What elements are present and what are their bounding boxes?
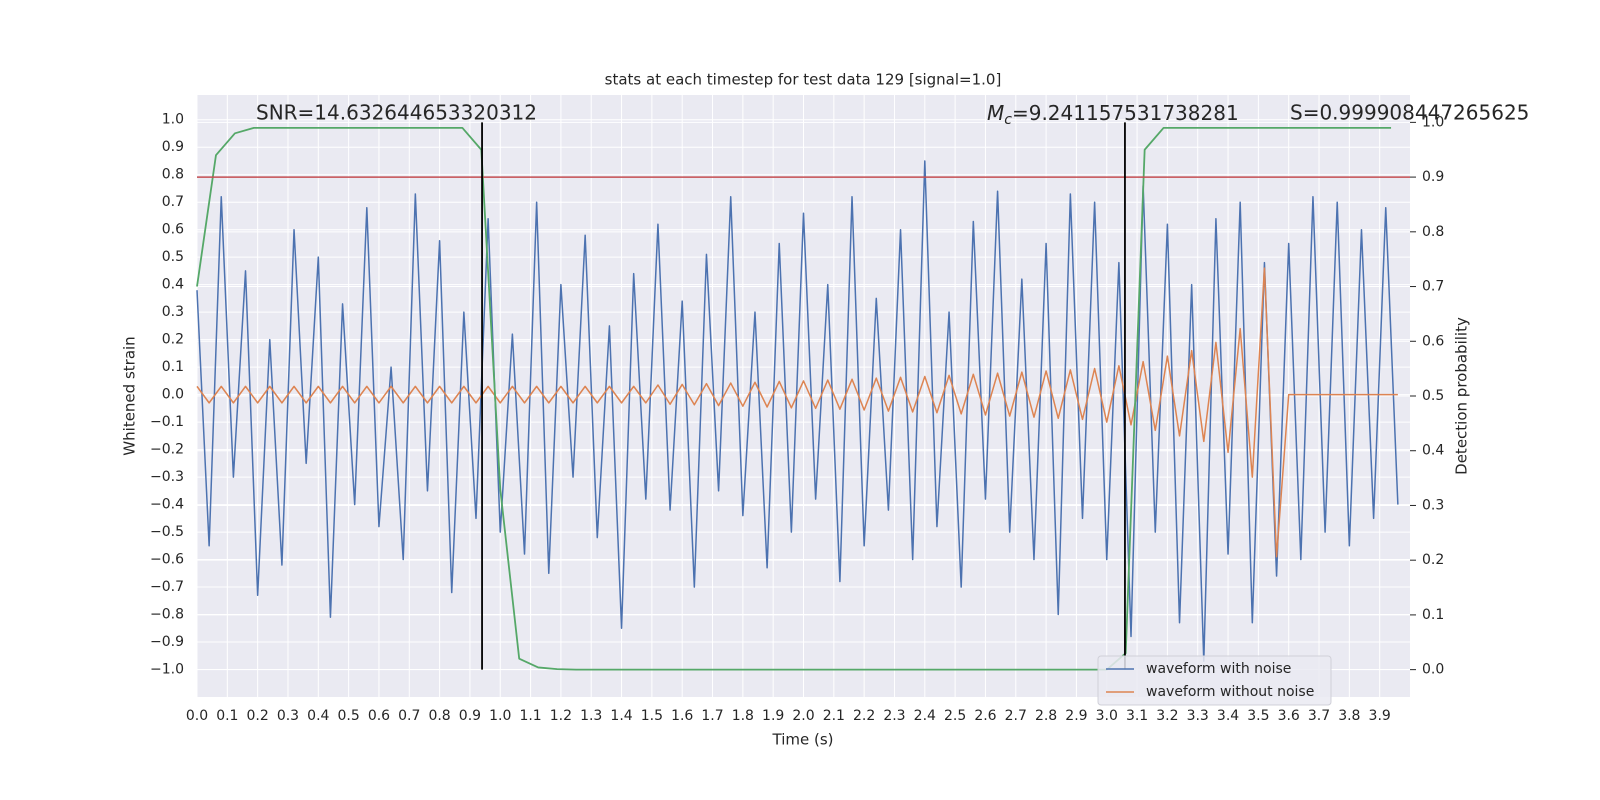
y-tick-label: −0.9 <box>150 634 184 650</box>
y-tick-label: 0.7 <box>162 194 184 210</box>
x-tick-label: 3.8 <box>1338 708 1360 724</box>
x-tick-label: 1.6 <box>671 708 693 724</box>
y2-tick-label: 0.2 <box>1422 552 1444 568</box>
y-tick-label: 0.6 <box>162 222 184 238</box>
y-tick-label: −0.5 <box>150 524 184 540</box>
y2-tick-label: 0.5 <box>1422 388 1444 404</box>
y2-tick-label: 0.8 <box>1422 224 1444 240</box>
x-tick-label: 3.7 <box>1308 708 1330 724</box>
y-tick-label: 0.5 <box>162 249 184 265</box>
x-tick-label: 1.2 <box>550 708 572 724</box>
marks <box>196 122 1410 671</box>
y2-axis-label: Detection probability <box>1453 317 1471 475</box>
y2-tick-label: 0.0 <box>1422 662 1444 678</box>
x-tick-label: 3.3 <box>1187 708 1209 724</box>
y-tick-label: −1.0 <box>150 662 184 678</box>
x-tick-label: 3.2 <box>1156 708 1178 724</box>
y-tick-label: 0.9 <box>162 139 184 155</box>
s-annotation: S=0.999908447265625 <box>1290 101 1529 125</box>
x-tick-label: 2.8 <box>1035 708 1057 724</box>
legend-label: waveform with noise <box>1146 661 1291 677</box>
mc-value: =9.241157531738281 <box>1012 101 1239 125</box>
mc-annotation: Mc=9.241157531738281 <box>987 101 1239 129</box>
x-tick-label: 0.5 <box>337 708 359 724</box>
y-tick-label: 0.0 <box>162 387 184 403</box>
x-tick-label: 3.1 <box>1126 708 1148 724</box>
y-tick-label: 1.0 <box>162 112 184 128</box>
x-tick-label: 2.4 <box>914 708 936 724</box>
x-tick-label: 3.5 <box>1247 708 1269 724</box>
y-tick-label: −0.4 <box>150 497 184 513</box>
x-tick-label: 1.7 <box>701 708 723 724</box>
x-tick-label: 2.2 <box>853 708 875 724</box>
y-axis-label: Whitened strain <box>121 336 139 455</box>
y-tick-label: 0.8 <box>162 167 184 183</box>
x-tick-label: 3.9 <box>1369 708 1391 724</box>
y2-tick-label: 1.0 <box>1422 114 1444 130</box>
grid <box>196 95 1410 697</box>
y-tick-label: −0.7 <box>150 579 184 595</box>
x-tick-label: 2.5 <box>944 708 966 724</box>
x-tick-label: 2.0 <box>792 708 814 724</box>
mc-subscript: c <box>1004 112 1012 128</box>
y-tick-label: 0.2 <box>162 332 184 348</box>
x-tick-label: 1.3 <box>580 708 602 724</box>
series-line <box>196 160 1399 663</box>
x-tick-label: 1.0 <box>489 708 511 724</box>
x-tick-label: 0.7 <box>398 708 420 724</box>
y-tick-label: 0.4 <box>162 277 184 293</box>
y2-tick-label: 0.6 <box>1422 333 1444 349</box>
legend-box <box>1097 655 1332 706</box>
y-tick-label: −0.2 <box>150 442 184 458</box>
x-tick-label: 2.7 <box>1005 708 1027 724</box>
x-tick-label: 1.1 <box>519 708 541 724</box>
x-tick-label: 0.0 <box>186 708 208 724</box>
y-tick-label: −0.1 <box>150 414 184 430</box>
series-line <box>196 267 1398 558</box>
x-tick-label: 1.9 <box>762 708 784 724</box>
y2-tick-label: 0.7 <box>1422 279 1444 295</box>
probability-line <box>196 126 1392 671</box>
x-tick-label: 3.6 <box>1278 708 1300 724</box>
x-tick-label: 2.3 <box>883 708 905 724</box>
x-axis-label: Time (s) <box>772 731 834 749</box>
x-tick-label: 3.0 <box>1096 708 1118 724</box>
y2-tick-label: 0.3 <box>1422 497 1444 513</box>
x-tick-label: 1.5 <box>641 708 663 724</box>
x-tick-label: 0.4 <box>307 708 329 724</box>
y-tick-label: 0.1 <box>162 359 184 375</box>
x-tick-label: 1.8 <box>732 708 754 724</box>
legend: waveform with noise waveform without nois… <box>1097 655 1332 706</box>
x-tick-label: 2.9 <box>1065 708 1087 724</box>
y-tick-label: −0.6 <box>150 552 184 568</box>
snr-annotation: SNR=14.632644653320312 <box>256 101 537 125</box>
y-tick-label: −0.3 <box>150 469 184 485</box>
y2-tick-label: 0.1 <box>1422 607 1444 623</box>
x-tick-label: 0.1 <box>216 708 238 724</box>
y2-tick-label: 0.9 <box>1422 169 1444 185</box>
x-tick-label: 3.4 <box>1217 708 1239 724</box>
x-tick-label: 2.6 <box>974 708 996 724</box>
mc-symbol: M <box>987 101 1004 125</box>
legend-label: waveform without noise <box>1146 684 1314 700</box>
x-tick-label: 0.3 <box>277 708 299 724</box>
y2-tick-label: 0.4 <box>1422 443 1444 459</box>
x-tick-label: 0.2 <box>247 708 269 724</box>
x-tick-label: 1.4 <box>610 708 632 724</box>
y-tick-label: −0.8 <box>150 607 184 623</box>
x-tick-label: 0.8 <box>428 708 450 724</box>
y-tick-label: 0.3 <box>162 304 184 320</box>
x-tick-label: 0.9 <box>459 708 481 724</box>
x-tick-label: 0.6 <box>368 708 390 724</box>
chart-title: stats at each timestep for test data 129… <box>605 71 1002 89</box>
x-tick-label: 2.1 <box>823 708 845 724</box>
